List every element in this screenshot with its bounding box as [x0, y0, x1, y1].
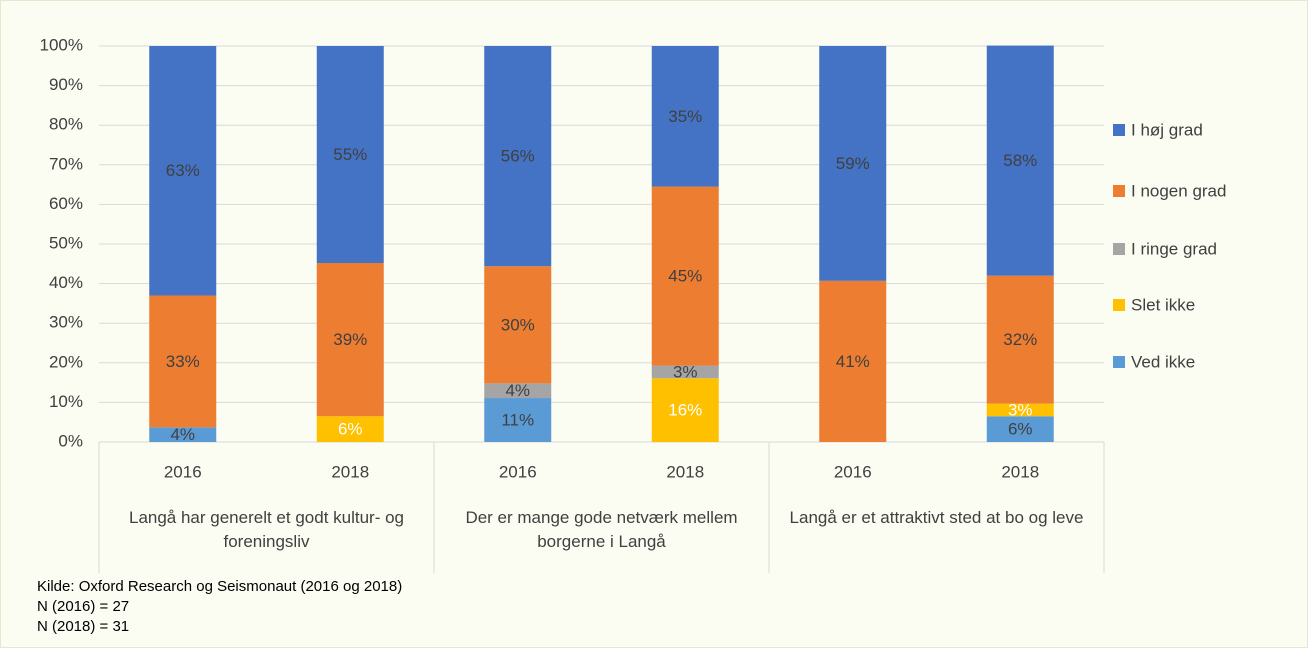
data-label: 55%: [333, 145, 367, 164]
data-label: 32%: [1003, 330, 1037, 349]
legend-swatch: [1113, 185, 1125, 197]
data-label: 59%: [836, 154, 870, 173]
data-label: 56%: [501, 147, 535, 166]
data-label: 6%: [338, 420, 363, 439]
y-tick-label: 100%: [40, 35, 83, 54]
data-label: 3%: [1008, 400, 1033, 419]
bar-segment: [819, 280, 887, 442]
data-label: 30%: [501, 315, 535, 334]
legend-label: I høj grad: [1131, 120, 1203, 139]
legend-label: I nogen grad: [1131, 181, 1226, 200]
bar-segment: [484, 383, 552, 399]
y-tick-label: 30%: [49, 313, 83, 332]
data-label: 16%: [668, 401, 702, 420]
x-tick-label: 2016: [834, 462, 872, 481]
group-label: Langå har generelt et godt kultur- og fo…: [128, 508, 405, 551]
bar-segment: [651, 365, 719, 379]
data-label: 4%: [170, 425, 195, 444]
y-tick-label: 0%: [58, 431, 83, 450]
note: Kilde: Oxford Research og Seismonaut (20…: [37, 578, 403, 595]
data-label: 11%: [501, 411, 534, 430]
data-label: 3%: [673, 362, 698, 381]
data-label: 6%: [1008, 420, 1033, 439]
x-tick-label: 2016: [164, 462, 202, 481]
x-tick-label: 2018: [1001, 462, 1039, 481]
bar-segment: [651, 186, 719, 366]
y-tick-label: 50%: [49, 233, 83, 252]
data-label: 41%: [836, 352, 870, 371]
data-label: 33%: [166, 352, 200, 371]
x-tick-label: 2018: [331, 462, 369, 481]
group-label: Langå er et attraktivt sted at bo og lev…: [789, 508, 1084, 527]
bar-segment: [484, 398, 552, 442]
bar-segment: [986, 45, 1054, 276]
y-tick-label: 90%: [49, 75, 83, 94]
y-tick-label: 70%: [49, 154, 83, 173]
legend-swatch: [1113, 356, 1125, 368]
note: N (2016) = 27: [37, 598, 130, 615]
y-tick-label: 10%: [49, 392, 83, 411]
bar-segment: [819, 46, 887, 281]
bar-segment: [484, 266, 552, 384]
bar-segment: [986, 416, 1054, 442]
legend-label: Ved ikke: [1131, 352, 1195, 371]
y-tick-label: 80%: [49, 115, 83, 134]
y-tick-label: 40%: [49, 273, 83, 292]
legend-swatch: [1113, 243, 1125, 255]
data-label: 45%: [668, 267, 702, 286]
bar-segment: [316, 46, 384, 264]
bar-segment: [484, 46, 552, 267]
bar-segment: [316, 263, 384, 417]
note: N (2018) = 31: [37, 618, 130, 635]
bar-segment: [149, 427, 217, 442]
legend-swatch: [1113, 124, 1125, 136]
data-label: 4%: [505, 381, 530, 400]
legend-label: Slet ikke: [1131, 295, 1195, 314]
data-label: 58%: [1003, 151, 1037, 170]
x-tick-label: 2018: [666, 462, 704, 481]
data-label: 39%: [333, 330, 367, 349]
bar-segment: [986, 275, 1054, 404]
y-tick-label: 60%: [49, 194, 83, 213]
x-tick-label: 2016: [499, 462, 537, 481]
legend-swatch: [1113, 299, 1125, 311]
y-tick-label: 20%: [49, 352, 83, 371]
bar-segment: [651, 378, 719, 442]
data-label: 35%: [668, 107, 702, 126]
bar-segment: [986, 403, 1054, 417]
bar-segment: [149, 295, 217, 428]
bar-segment: [651, 46, 719, 187]
legend-label: I ringe grad: [1131, 239, 1217, 258]
group-label: Der er mange gode netværk mellem borgern…: [465, 508, 738, 551]
data-label: 63%: [166, 161, 200, 180]
bar-segment: [316, 416, 384, 442]
bar-segment: [149, 46, 217, 296]
